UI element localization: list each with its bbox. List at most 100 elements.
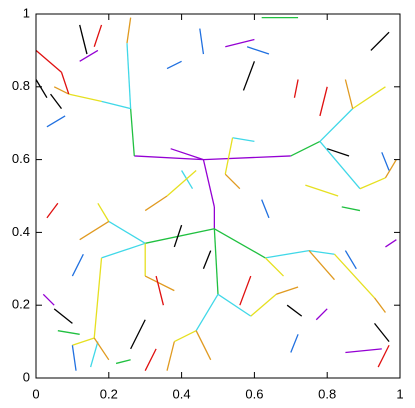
tree-edge — [250, 293, 277, 317]
tree-edge — [242, 61, 256, 91]
tree-edge — [101, 242, 146, 259]
tree-edge — [173, 224, 183, 248]
tree-edge — [93, 257, 103, 339]
tree-edge — [224, 173, 241, 190]
tree-edge — [134, 155, 204, 161]
y-tick-label: 0 — [23, 369, 30, 384]
tree-edge — [71, 345, 77, 371]
tree-edge — [166, 60, 182, 70]
tree-edge — [68, 93, 102, 102]
tree-edge — [290, 334, 299, 353]
tree-edge — [225, 38, 255, 48]
tree-edge — [290, 140, 321, 157]
tree-edge — [305, 184, 339, 197]
tree-edge — [79, 24, 88, 55]
tree-edge — [126, 43, 132, 109]
tree-edge — [166, 341, 175, 371]
tree-edge — [57, 330, 80, 335]
tree-edge — [199, 28, 205, 55]
tree-edge — [319, 108, 354, 142]
tree-edge — [46, 202, 59, 219]
tree-edge — [341, 206, 361, 212]
tree-edge — [265, 249, 310, 259]
x-tick-label: 0.4 — [173, 386, 191, 401]
tree-edge — [89, 341, 99, 368]
tree-edge — [79, 220, 110, 241]
tree-edge — [319, 140, 361, 190]
tree-edge — [214, 228, 266, 259]
tree-edge — [239, 275, 252, 306]
tree-edge — [264, 257, 284, 277]
x-tick-label: 1 — [396, 386, 403, 401]
y-tick-label: 0.8 — [12, 78, 30, 93]
tree-edge — [381, 152, 390, 171]
tree-edge — [53, 308, 73, 324]
tree-edge — [308, 250, 335, 281]
tree-edge — [315, 308, 328, 321]
tree-edge — [53, 86, 70, 95]
x-tick-label: 0 — [32, 386, 39, 401]
tree-edge — [195, 293, 219, 332]
tree-edge — [326, 148, 350, 157]
x-tick-label: 0.8 — [318, 386, 336, 401]
tree-edge — [261, 199, 270, 219]
plot-area — [36, 14, 400, 378]
tree-edge — [213, 228, 219, 295]
tree-edge — [42, 293, 55, 306]
tree-edge — [129, 108, 135, 157]
tree-edge — [115, 359, 131, 365]
tree-edge — [130, 319, 146, 350]
tree-edge — [246, 46, 270, 55]
tree-edge — [359, 177, 386, 190]
tree-edge — [344, 79, 354, 109]
tree-edge — [203, 155, 291, 161]
tree-edge — [72, 337, 95, 346]
tree-edge — [217, 293, 252, 317]
tree-edge — [195, 330, 212, 361]
tree-edge — [345, 348, 382, 354]
tree-edge — [71, 253, 84, 277]
tree-edge — [166, 170, 197, 197]
tree-edge — [374, 322, 390, 343]
tree-edge — [108, 220, 146, 244]
tree-edge — [126, 17, 132, 44]
tree-edge — [334, 253, 375, 299]
tree-edge — [144, 348, 157, 372]
tree-edge — [384, 159, 397, 179]
tree-edge — [385, 239, 397, 248]
tree-edge — [224, 137, 234, 175]
y-tick-label: 1 — [23, 5, 30, 20]
tree-edge — [79, 49, 99, 62]
tree-edge — [46, 115, 66, 128]
tree-edge — [370, 31, 390, 51]
tree-edge — [377, 344, 390, 368]
plot-frame — [35, 13, 401, 379]
tree-edge — [144, 195, 168, 212]
tree-edge — [155, 275, 165, 306]
y-tick-label: 0.6 — [12, 151, 30, 166]
tree-edge — [174, 330, 197, 343]
tree-edge — [308, 249, 335, 255]
tree-edge — [352, 86, 386, 110]
tree-edge — [101, 100, 131, 110]
y-tick-label: 0.2 — [12, 297, 30, 312]
tree-edge — [286, 304, 303, 317]
tree-edge — [293, 79, 299, 98]
tree-edge — [373, 297, 386, 313]
tree-edge — [144, 275, 175, 292]
tree-edge — [344, 250, 357, 270]
tree-edge — [232, 137, 255, 143]
y-tick-label: 0.4 — [12, 224, 30, 239]
tree-edge — [35, 79, 48, 99]
tree-edge — [181, 170, 194, 190]
tree-edge — [35, 49, 62, 73]
tree-edge — [170, 148, 204, 161]
tree-edge — [60, 72, 70, 95]
tree-edge — [276, 286, 299, 295]
tree-edge — [202, 250, 212, 270]
tree-edge — [50, 93, 62, 110]
x-tick-label: 0.2 — [100, 386, 118, 401]
tree-edge — [93, 337, 110, 361]
tree-edge — [202, 159, 215, 208]
